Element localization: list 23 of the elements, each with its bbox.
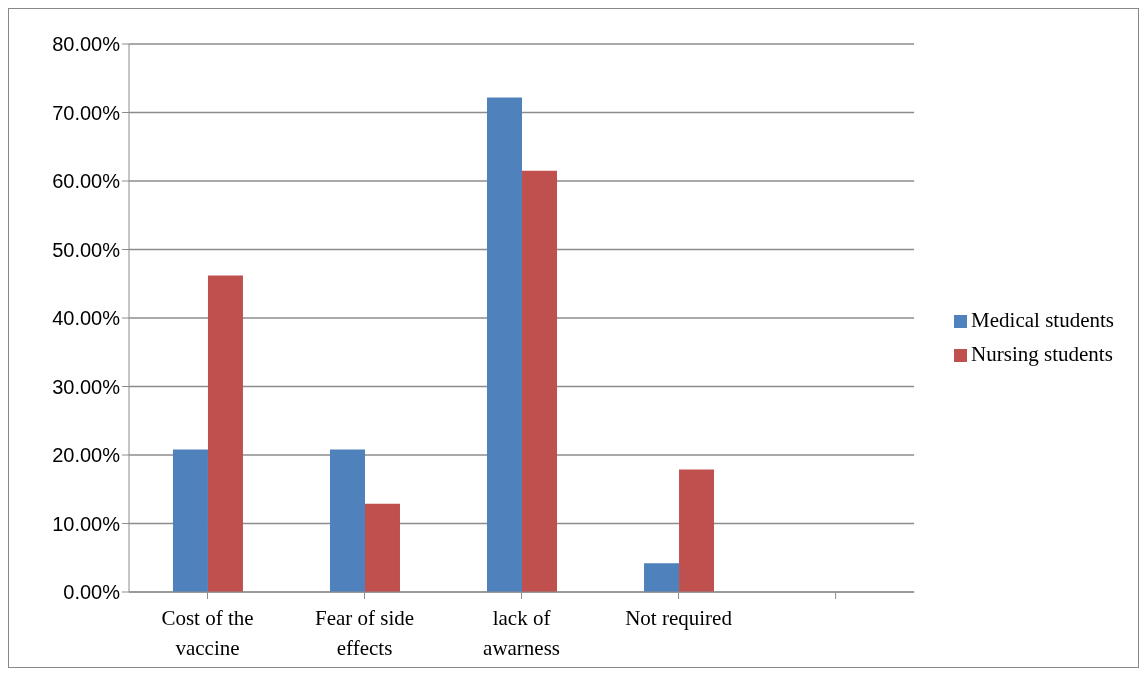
bar [679,469,715,592]
legend-label: Nursing students [971,341,1113,366]
y-tick-label: 80.00% [52,33,121,56]
x-tick-label: lack of awarness [483,606,561,660]
y-tick-label: 20.00% [52,444,121,467]
bar [522,170,558,592]
y-tick-label: 60.00% [52,170,121,193]
bar [329,449,365,592]
y-tick-label: 10.00% [52,512,121,535]
bar [644,563,680,592]
x-tick-label: Cost of the vaccine [161,606,254,660]
y-tick-label: 50.00% [52,238,121,261]
bar [487,97,523,592]
bar [172,449,208,592]
x-tick-label: Fear of side effects [314,606,415,660]
y-tick-label: 30.00% [52,375,121,398]
y-tick-label: 40.00% [52,307,121,330]
bar [207,275,243,592]
bar [364,503,400,592]
y-tick-label: 70.00% [52,101,121,124]
legend-label: Medical students [971,307,1114,332]
y-tick-label: 0.00% [63,581,121,604]
x-tick-label: Not required [625,606,733,630]
